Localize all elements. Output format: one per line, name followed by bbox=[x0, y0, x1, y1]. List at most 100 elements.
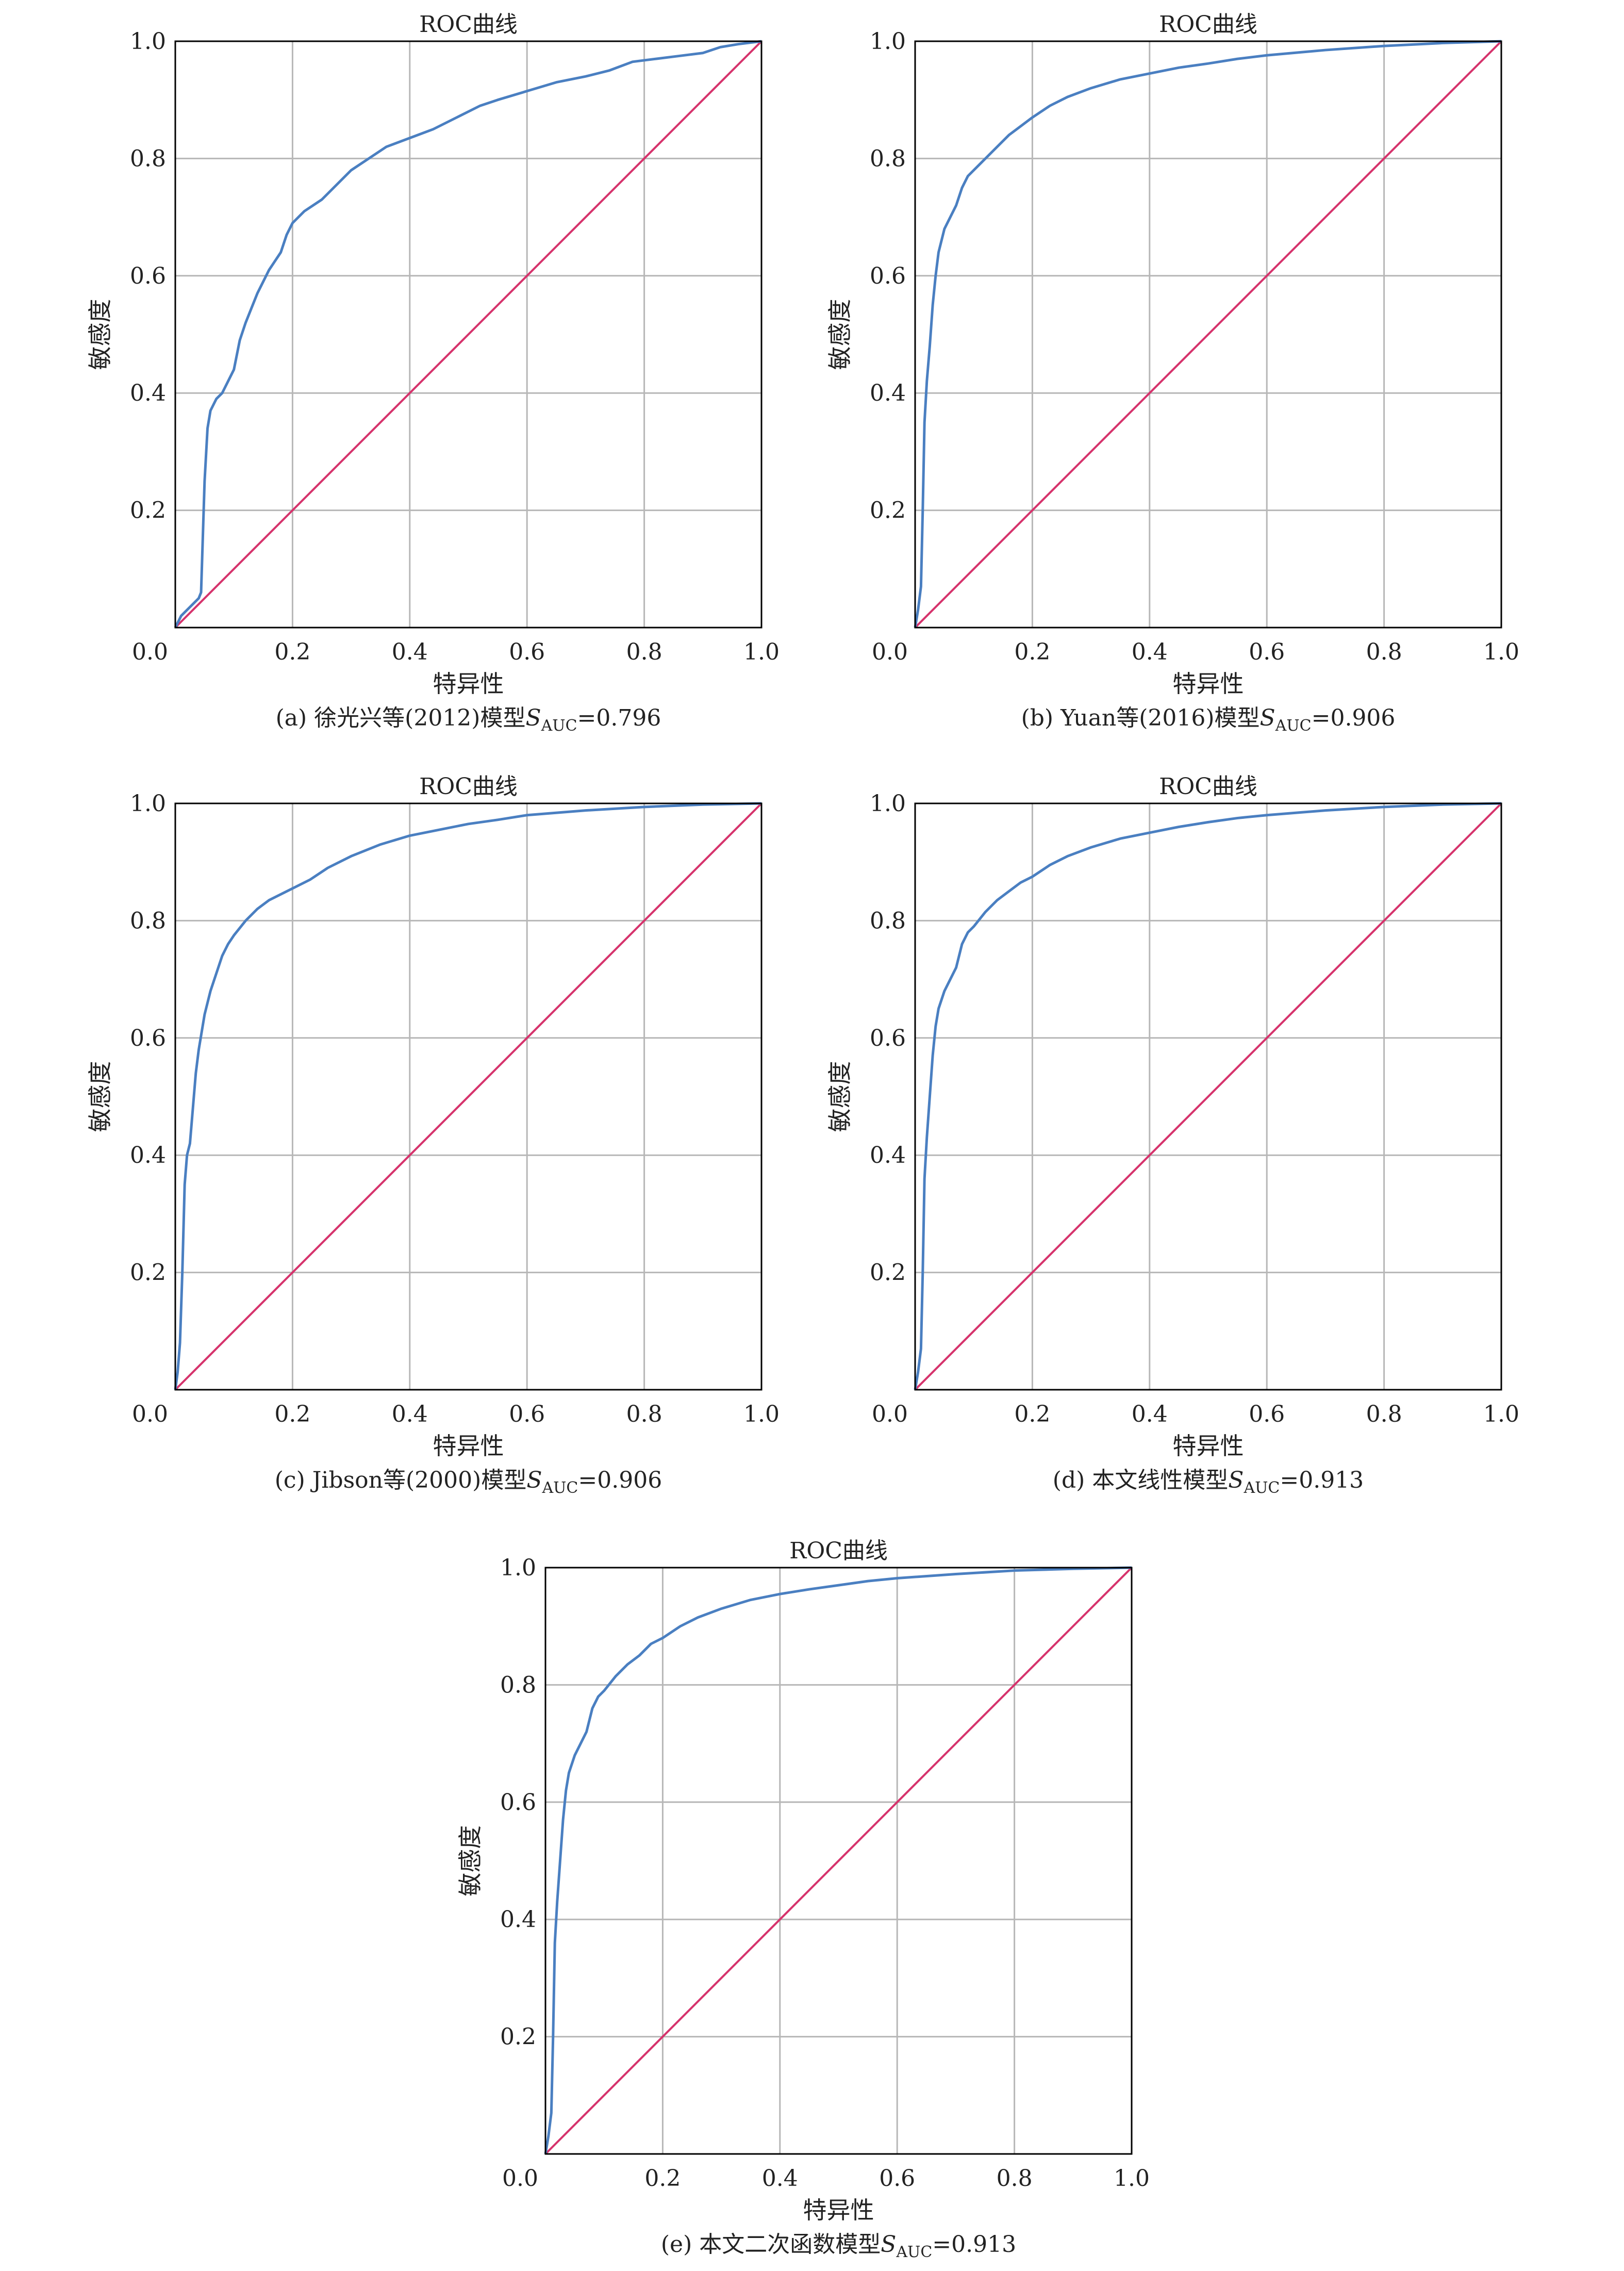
caption-symbol: S bbox=[1228, 1467, 1244, 1493]
x-tick-label: 1.0 bbox=[1483, 1401, 1519, 1427]
caption-subscript: AUC bbox=[541, 1479, 578, 1497]
panel-caption: (b) Yuan等(2016)模型SAUC=0.906 bbox=[1021, 705, 1396, 735]
x-tick-label: 0.2 bbox=[274, 639, 310, 665]
roc-curve-line bbox=[174, 40, 762, 629]
y-tick-label: 0.6 bbox=[130, 263, 166, 289]
caption-prefix: (e) 本文二次函数模型 bbox=[661, 2231, 881, 2258]
plot-frame bbox=[914, 802, 1502, 1391]
panel-title: ROC曲线 bbox=[419, 774, 518, 800]
y-tick-label: 1.0 bbox=[500, 1555, 536, 1581]
x-tick-label: 0.4 bbox=[762, 2165, 798, 2192]
y-axis-label: 敏感度 bbox=[86, 299, 114, 370]
caption-subscript: AUC bbox=[896, 2243, 932, 2261]
x-tick-label: 1.0 bbox=[1114, 2165, 1150, 2192]
y-tick-label: 0.4 bbox=[130, 1142, 166, 1169]
y-tick-label: 1.0 bbox=[870, 791, 906, 817]
x-tick-label: 0.0 bbox=[872, 1401, 908, 1427]
x-tick-label: 1.0 bbox=[743, 1401, 780, 1427]
y-axis-label: 敏感度 bbox=[826, 299, 854, 370]
y-tick-label: 0.4 bbox=[500, 1906, 536, 1933]
caption-suffix: =0.906 bbox=[1312, 705, 1396, 731]
x-axis-label: 特异性 bbox=[1173, 1432, 1244, 1460]
y-tick-label: 0.6 bbox=[130, 1025, 166, 1051]
y-tick-label: 0.4 bbox=[130, 380, 166, 406]
x-tick-label: 0.6 bbox=[509, 1401, 545, 1427]
caption-subscript: AUC bbox=[1275, 717, 1312, 735]
x-axis-label: 特异性 bbox=[1173, 670, 1244, 698]
x-tick-label: 0.2 bbox=[274, 1401, 310, 1427]
roc-curve-line bbox=[544, 1566, 1132, 2154]
x-tick-label: 0.4 bbox=[1132, 639, 1168, 665]
roc-curve-line bbox=[914, 802, 1502, 1390]
y-tick-label: 0.6 bbox=[500, 1789, 536, 1816]
caption-prefix: (d) 本文线性模型 bbox=[1053, 1467, 1228, 1493]
caption-subscript: AUC bbox=[541, 717, 577, 735]
x-tick-label: 0.4 bbox=[1132, 1401, 1168, 1427]
y-tick-label: 0.8 bbox=[130, 908, 166, 934]
roc-curve-line bbox=[174, 802, 762, 1390]
x-tick-label: 0.8 bbox=[1366, 639, 1402, 665]
roc-curve-line bbox=[914, 40, 1502, 628]
reference-diagonal-line bbox=[174, 40, 763, 629]
reference-diagonal-line bbox=[544, 1567, 1133, 2155]
y-tick-label: 0.2 bbox=[130, 1260, 166, 1286]
reference-diagonal-line bbox=[914, 40, 1502, 629]
x-tick-label: 0.6 bbox=[1249, 639, 1285, 665]
x-tick-label: 0.8 bbox=[997, 2165, 1033, 2192]
x-tick-label: 0.4 bbox=[392, 639, 428, 665]
x-tick-label: 0.6 bbox=[1249, 1401, 1285, 1427]
caption-prefix: (b) Yuan等(2016)模型 bbox=[1021, 705, 1260, 731]
y-tick-label: 0.2 bbox=[130, 498, 166, 524]
y-tick-label: 0.6 bbox=[870, 263, 906, 289]
panel-caption: (d) 本文线性模型SAUC=0.913 bbox=[1053, 1467, 1364, 1497]
plot-frame bbox=[174, 802, 763, 1391]
caption-suffix: =0.796 bbox=[577, 705, 661, 731]
y-tick-label: 0.8 bbox=[130, 145, 166, 172]
x-tick-label: 1.0 bbox=[743, 639, 780, 665]
y-axis-label: 敏感度 bbox=[826, 1061, 854, 1132]
panel-caption: (e) 本文二次函数模型SAUC=0.913 bbox=[661, 2231, 1016, 2261]
y-axis-label: 敏感度 bbox=[456, 1825, 484, 1897]
x-tick-label: 0.2 bbox=[644, 2165, 681, 2192]
x-tick-label: 0.8 bbox=[626, 1401, 662, 1427]
y-tick-label: 0.6 bbox=[870, 1025, 906, 1051]
y-tick-label: 0.2 bbox=[870, 498, 906, 524]
y-tick-label: 1.0 bbox=[130, 791, 166, 817]
x-tick-label: 1.0 bbox=[1483, 639, 1519, 665]
panel-title: ROC曲线 bbox=[419, 11, 518, 38]
y-tick-label: 0.4 bbox=[870, 380, 906, 406]
y-tick-label: 0.8 bbox=[870, 145, 906, 172]
panel-caption: (c) Jibson等(2000)模型SAUC=0.906 bbox=[275, 1467, 662, 1497]
plot-frame bbox=[914, 40, 1502, 629]
caption-symbol: S bbox=[526, 1467, 542, 1493]
caption-prefix: (a) 徐光兴等(2012)模型 bbox=[276, 705, 526, 731]
x-tick-label: 0.6 bbox=[879, 2165, 915, 2192]
x-tick-label: 0.6 bbox=[509, 639, 545, 665]
x-tick-label: 0.4 bbox=[392, 1401, 428, 1427]
y-tick-label: 0.2 bbox=[870, 1260, 906, 1286]
roc-panel-b: ROC曲线 0.0 0.2 0.4 0.6 0.8 1.0 0.2 0.4 0.6 0.8 1.0 特异… bbox=[826, 11, 1519, 735]
y-tick-label: 0.8 bbox=[870, 908, 906, 934]
x-tick-label: 0.8 bbox=[626, 639, 662, 665]
panel-title: ROC曲线 bbox=[1159, 11, 1257, 38]
panel-title: ROC曲线 bbox=[1159, 774, 1257, 800]
y-tick-label: 0.2 bbox=[500, 2024, 536, 2050]
x-tick-label: 0.0 bbox=[872, 639, 908, 665]
caption-symbol: S bbox=[881, 2231, 896, 2258]
x-tick-label: 0.2 bbox=[1014, 639, 1050, 665]
caption-suffix: =0.913 bbox=[1280, 1467, 1364, 1493]
y-tick-label: 1.0 bbox=[130, 28, 166, 55]
caption-symbol: S bbox=[1260, 705, 1275, 731]
y-axis-label: 敏感度 bbox=[86, 1061, 114, 1132]
x-axis-label: 特异性 bbox=[803, 2196, 874, 2224]
panel-caption: (a) 徐光兴等(2012)模型SAUC=0.796 bbox=[276, 705, 661, 735]
caption-subscript: AUC bbox=[1243, 1479, 1280, 1497]
x-axis-label: 特异性 bbox=[433, 670, 504, 698]
x-tick-label: 0.8 bbox=[1366, 1401, 1402, 1427]
roc-panel-d: ROC曲线 0.0 0.2 0.4 0.6 0.8 1.0 0.2 0.4 0.6 0.8 1.0 特异… bbox=[826, 774, 1519, 1497]
x-tick-label: 0.0 bbox=[132, 639, 168, 665]
y-tick-label: 0.8 bbox=[500, 1672, 536, 1698]
caption-suffix: =0.913 bbox=[932, 2231, 1016, 2258]
caption-prefix: (c) Jibson等(2000)模型 bbox=[275, 1467, 527, 1493]
